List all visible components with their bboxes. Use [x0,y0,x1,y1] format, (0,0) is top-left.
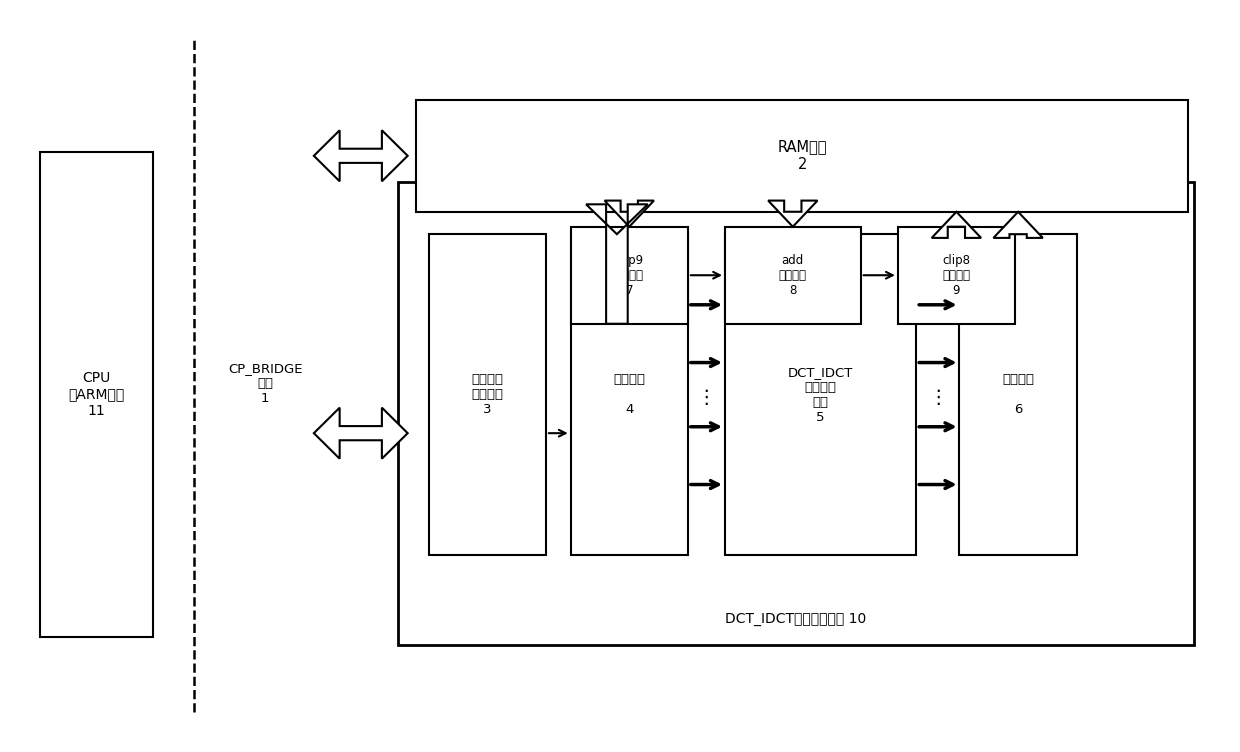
Bar [960,234,1076,555]
Bar [570,226,688,324]
Text: CP_BRIDGE
模块
1: CP_BRIDGE 模块 1 [228,362,303,405]
Text: add
运算模块
8: add 运算模块 8 [779,253,807,297]
Bar [898,226,1016,324]
Polygon shape [314,408,408,459]
Bar [398,182,1194,644]
Polygon shape [314,130,408,181]
Text: 输出缓存

6: 输出缓存 6 [1002,373,1034,416]
Text: DCT_IDCT
一维运算
模块
5: DCT_IDCT 一维运算 模块 5 [787,365,853,423]
Polygon shape [931,212,981,238]
Polygon shape [993,212,1043,238]
Text: DCT_IDCT二维运算模块 10: DCT_IDCT二维运算模块 10 [725,612,867,626]
Polygon shape [768,201,817,226]
Bar [40,152,154,637]
Polygon shape [587,205,647,324]
Text: RAM模块
2: RAM模块 2 [777,140,827,172]
Text: CPU
（ARM核）
11: CPU （ARM核） 11 [68,371,125,418]
Text: ⋮: ⋮ [928,388,947,408]
Bar [417,100,1188,212]
Bar [725,234,916,555]
Text: clip8
运算模块
9: clip8 运算模块 9 [942,253,971,297]
Bar [429,234,546,555]
Polygon shape [605,201,653,226]
Bar [725,226,861,324]
Text: 控制和状
态寄存器
3: 控制和状 态寄存器 3 [471,373,503,416]
Bar [570,234,688,555]
Text: ⋮: ⋮ [697,388,717,408]
Text: clip9
运算模块
7: clip9 运算模块 7 [615,253,644,297]
Text: 输入缓存

4: 输入缓存 4 [614,373,645,416]
